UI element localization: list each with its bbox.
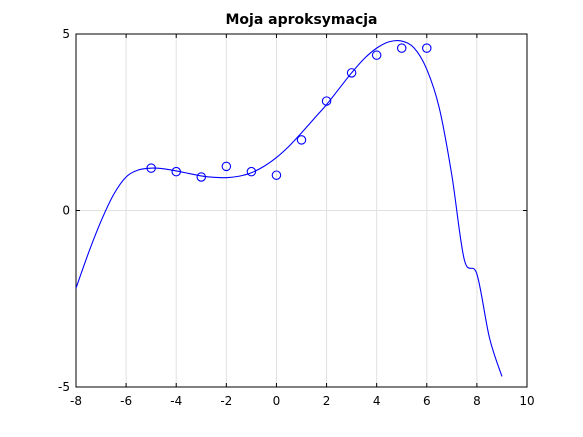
data-point-marker [297,136,305,144]
x-tick-label: -2 [220,394,232,408]
x-tick-label: 4 [373,394,381,408]
x-tick-label: -6 [120,394,132,408]
y-tick-label: -5 [58,380,70,394]
approximation-curve [76,41,502,377]
chart-title: Moja aproksymacja [225,12,377,28]
x-tick-label: 6 [423,394,431,408]
x-tick-label: 8 [473,394,481,408]
data-point-marker [398,44,406,52]
x-tick-label: 10 [519,394,534,408]
data-point-marker [197,173,205,181]
data-points [147,44,431,181]
x-tick-label: 2 [323,394,331,408]
y-tick-label: 0 [62,204,70,218]
y-tick-label: 5 [62,27,70,41]
x-tick-label: -8 [70,394,82,408]
grid-lines [76,34,527,387]
axis-tick-labels: -8 -6 -4 -2 0 2 4 6 8 10 -5 0 5 [58,27,535,408]
x-tick-label: -4 [170,394,182,408]
x-tick-label: 0 [273,394,281,408]
